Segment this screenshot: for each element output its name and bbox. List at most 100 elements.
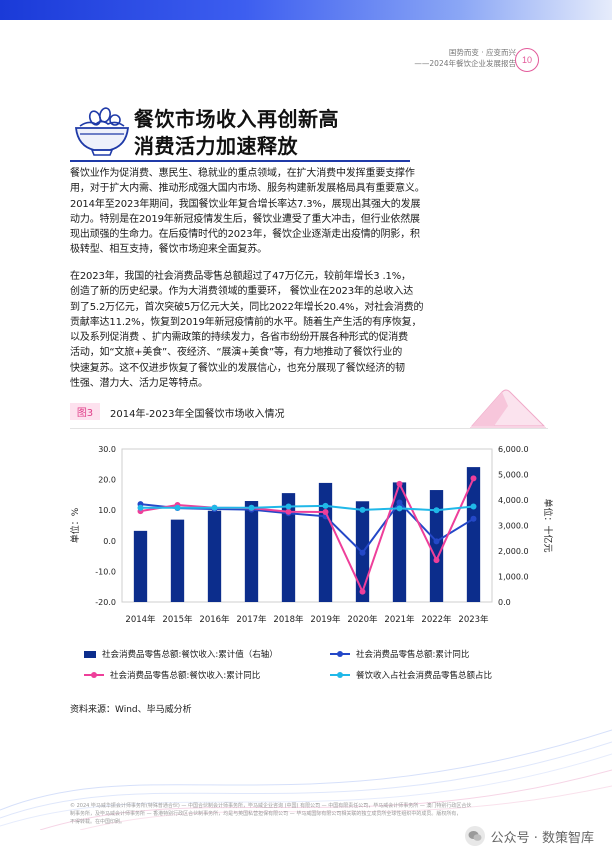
series-point-1	[396, 499, 403, 506]
legend-item-restaurant-revenue-value: 社会消费品零售总额:餐饮收入:累计值（右轴）	[84, 648, 278, 660]
x-tick-label: 2014年	[125, 614, 156, 625]
footer-line: 制事务所，及毕马威会计师事务所 — 香港特别行政区合伙制事务所，均是与英国私营担…	[70, 811, 462, 817]
header-report-name: ——2024年餐饮企业发展报告	[414, 59, 516, 68]
bar-restaurant-revenue	[429, 490, 444, 602]
paragraph-line: 活动，如“文旅+美食”、夜经济、“展演+美食”等，有力地推动了餐饮行业的	[70, 347, 403, 359]
figure-label: 图3	[70, 403, 100, 420]
series-point-2	[322, 509, 329, 516]
series-point-3	[174, 504, 181, 511]
paragraph-line: 动力。特别是在2019年新冠疫情发生后，餐饮业遭受了重大冲击，但行业依然展	[70, 213, 420, 225]
section-title-line2: 消费活力加速释放	[134, 134, 298, 158]
y-left-tick-label: 30.0	[98, 445, 116, 454]
x-tick-label: 2021年	[384, 614, 415, 625]
bar-restaurant-revenue	[281, 493, 296, 602]
y-right-tick-label: 5,000.0	[498, 471, 529, 480]
copyright-footer: © 2024 毕马威华振会计师事务所(特殊普通合伙) — 中国合伙制会计师事务所…	[70, 802, 550, 826]
series-point-1	[359, 549, 366, 556]
y-left-tick-label: -10.0	[95, 567, 116, 576]
x-tick-label: 2015年	[162, 614, 193, 625]
y-left-tick-label: 20.0	[98, 476, 116, 485]
y-right-axis-title: 单位：十亿元	[542, 498, 554, 552]
paragraph-line: 创造了新的历史纪录。作为大消费领域的重要环， 餐饮业在2023年的总收入达	[70, 286, 414, 298]
title-underline	[70, 160, 410, 162]
header-slogan: 国势而变 · 应变而兴	[448, 48, 516, 57]
y-left-tick-label: 10.0	[98, 506, 116, 515]
series-point-3	[470, 503, 477, 510]
paragraph-line: 在2023年，我国的社会消费品零售总额超过了47万亿元，较前年增长3 .1%，	[70, 271, 411, 282]
decorative-wave-lines	[0, 729, 612, 830]
legend-item-restaurant-share: 餐饮收入占社会消费品零售总额占比	[330, 669, 492, 681]
x-tick-label: 2017年	[236, 614, 267, 625]
x-tick-label: 2023年	[458, 614, 489, 625]
y-left-tick-label: 0.0	[103, 537, 116, 546]
y-right-tick-label: 4,000.0	[498, 496, 529, 505]
legend-item-retail-yoy: 社会消费品零售总额:累计同比	[330, 648, 469, 660]
series-line-3	[140, 504, 474, 512]
legend-line-swatch	[84, 671, 104, 679]
series-point-2	[285, 508, 292, 515]
bar-restaurant-revenue	[466, 467, 481, 602]
y-left-axis-title: 单位：%	[69, 507, 81, 543]
paragraph-line: 快速复苏。这不仅进步恢复了餐饮业的发展信心，也充分展现了餐饮经济的韧	[70, 362, 405, 374]
x-tick-label: 2018年	[273, 614, 304, 625]
legend-bar-swatch	[84, 650, 96, 658]
bar-restaurant-revenue	[207, 510, 222, 602]
paragraph-line: 餐饮业作为促消费、惠民生、稳就业的重点领域，在扩大消费中发挥重要支撑作	[70, 168, 415, 179]
bar-restaurant-revenue	[318, 482, 333, 602]
figure-source-note: 资料来源：Wind、毕马威分析	[70, 705, 192, 715]
y-right-tick-label: 6,000.0	[498, 445, 529, 454]
y-right-tick-label: 1,000.0	[498, 573, 529, 582]
series-point-3	[322, 502, 329, 509]
footer-line: 不得转载。在中国印刷。	[70, 819, 126, 825]
wechat-icon	[464, 826, 485, 846]
y-left-tick-label: -20.0	[95, 598, 116, 607]
body-paragraph-1: 餐饮业作为促消费、惠民生、稳就业的重点领域，在扩大消费中发挥重要支撑作 用，对于…	[70, 166, 425, 258]
paragraph-line: 贡献率达11.2%，恢复到2019年新冠疫情前的水平。随着生产生活的有序恢复，	[70, 316, 422, 328]
series-point-2	[470, 475, 477, 482]
legend-label: 餐饮收入占社会消费品零售总额占比	[356, 671, 493, 681]
series-point-3	[396, 505, 403, 512]
series-point-3	[285, 503, 292, 510]
y-right-tick-label: 2,000.0	[498, 547, 529, 556]
x-tick-label: 2016年	[199, 614, 230, 625]
y-right-tick-label: 0.0	[498, 598, 511, 607]
legend-line-swatch	[330, 671, 350, 679]
watermark-text: 公众号 · 数策智库	[490, 830, 594, 846]
paragraph-line: 用，对于扩大内需、推动形成强大国内市场、服务构建新发展格局具有重要意义。	[70, 183, 425, 195]
series-point-3	[359, 506, 366, 513]
legend-item-restaurant-yoy: 社会消费品零售总额:餐饮收入:累计同比	[84, 669, 260, 681]
y-right-tick-label: 3,000.0	[498, 522, 529, 531]
section-title-line1: 餐饮市场收入再创新高	[134, 107, 339, 131]
series-point-2	[433, 557, 440, 564]
series-point-2	[359, 588, 366, 595]
bar-restaurant-revenue	[392, 482, 407, 602]
series-point-1	[470, 515, 477, 522]
series-point-3	[137, 504, 144, 511]
body-paragraph-2: 在2023年，我国的社会消费品零售总额超过了47万亿元，较前年增长3 .1%， …	[70, 269, 424, 391]
legend-label: 社会消费品零售总额:累计同比	[356, 650, 470, 660]
figure-divider	[70, 428, 548, 429]
paragraph-line: 2014年至2023年期间，我国餐饮业年复合增长率达7.3%，展现出其强大的发展	[70, 198, 421, 210]
series-point-3	[248, 504, 255, 511]
legend-label: 社会消费品零售总额:餐饮收入:累计值（右轴）	[102, 650, 278, 660]
paragraph-line: 极转型、相互支持，餐饮市场迎来全面复苏。	[70, 244, 267, 256]
legend-line-swatch	[330, 650, 350, 658]
legend-label: 社会消费品零售总额:餐饮收入:累计同比	[110, 671, 261, 681]
series-point-3	[433, 507, 440, 514]
paragraph-line: 性强、潜力大、活力足等特点。	[70, 378, 208, 390]
series-point-3	[211, 504, 218, 511]
plot-area	[121, 448, 493, 603]
footer-line: © 2024 毕马威华振会计师事务所(特殊普通合伙) — 中国合伙制会计师事务所…	[70, 803, 472, 809]
paragraph-line: 到了5.2万亿元，首次突破5万亿元大关，同比2022年增长20.4%，对社会消费…	[70, 301, 424, 313]
watermark: 公众号 · 数策智库	[464, 826, 594, 846]
x-tick-label: 2022年	[421, 614, 452, 625]
restaurant-revenue-chart: 30.0 20.0 10.0 0.0 -10.0 -20.0 6,000.0 5,000.0 4…	[69, 445, 554, 625]
x-tick-label: 2020年	[347, 614, 378, 625]
figure-title: 2014年-2023年全国餐饮市场收入情况	[110, 409, 285, 420]
paragraph-line: 现出顽强的生命力。在后疫情时代的2023年，餐饮企业逐渐走出疫情的阴影，积	[70, 229, 420, 241]
paragraph-line: 以及系列促消费 、扩内需政策的持续发力，各省市纷纷开展各种形式的促消费	[70, 332, 408, 344]
decorative-mountain-icon	[470, 389, 546, 429]
bar-restaurant-revenue	[244, 501, 259, 602]
x-tick-label: 2019年	[310, 614, 341, 625]
food-bowl-icon	[74, 107, 130, 156]
